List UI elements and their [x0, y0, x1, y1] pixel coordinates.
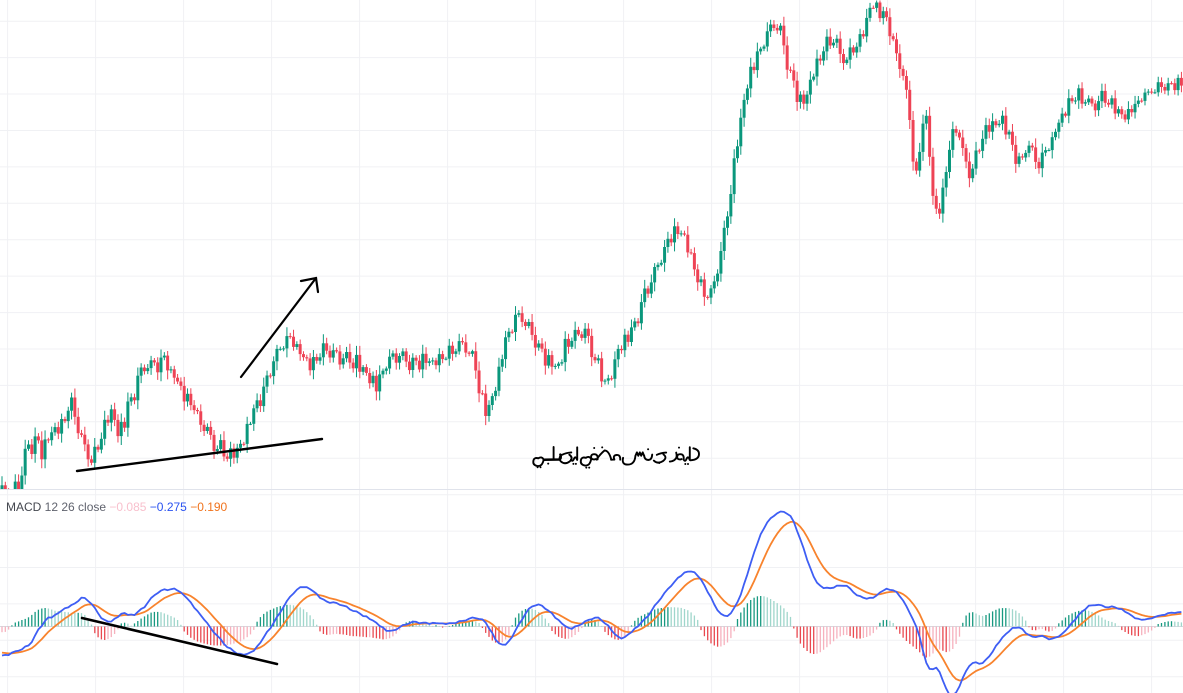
svg-text:MACD 12 26 close −0.085 −0.275: MACD 12 26 close −0.085 −0.275 −0.190 [6, 500, 228, 514]
